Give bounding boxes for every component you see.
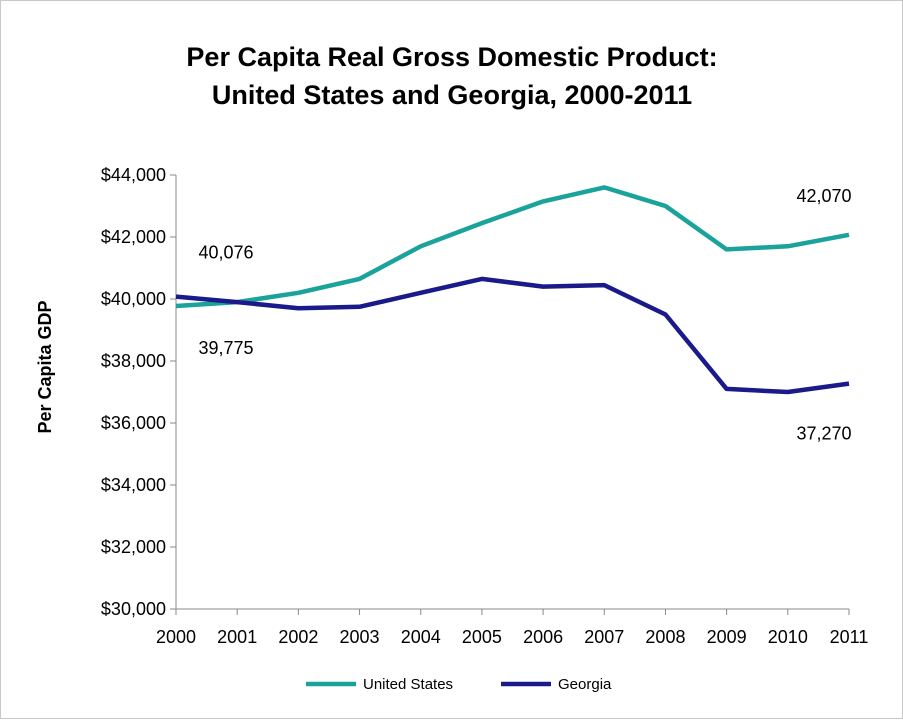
- x-tick-label: 2001: [217, 627, 257, 647]
- y-tick-label: $32,000: [101, 537, 166, 557]
- y-tick-label: $38,000: [101, 351, 166, 371]
- x-tick-label: 2010: [768, 627, 808, 647]
- plot-area: $30,000 $32,000 $34,000 $36,000 $38,000 $40,0…: [101, 165, 868, 647]
- y-tick-label: $34,000: [101, 475, 166, 495]
- series-line-georgia: [175, 276, 850, 395]
- y-tick-label: $44,000: [101, 165, 166, 185]
- x-tick-label: 2005: [462, 627, 502, 647]
- legend: United States Georgia: [306, 676, 612, 693]
- y-tick-label: $42,000: [101, 227, 166, 247]
- legend-label-united-states: United States: [363, 676, 453, 693]
- data-label: 42,070: [796, 186, 851, 206]
- y-tick-label: $36,000: [101, 413, 166, 433]
- x-tick-label: 2002: [278, 627, 318, 647]
- x-tick-label: 2009: [707, 627, 747, 647]
- data-label: 39,775: [198, 338, 253, 358]
- x-tick-label: 2006: [523, 627, 563, 647]
- legend-label-georgia: Georgia: [558, 676, 612, 693]
- chart-subtitle: United States and Georgia, 2000-2011: [212, 80, 692, 110]
- x-tick-label: 2011: [830, 627, 869, 647]
- data-label: 37,270: [796, 424, 851, 444]
- data-label: 40,076: [198, 243, 253, 263]
- y-tick-label: $40,000: [101, 289, 166, 309]
- x-tick-label: 2008: [645, 627, 685, 647]
- y-axis-label: Per Capita GDP: [35, 300, 55, 433]
- x-tick-label: 2000: [156, 627, 196, 647]
- x-tick-label: 2004: [401, 627, 441, 647]
- series-line-united-states: [175, 185, 850, 309]
- y-tick-label: $30,000: [101, 599, 166, 619]
- x-tick-label: 2007: [584, 627, 624, 647]
- x-tick-label: 2003: [340, 627, 380, 647]
- chart-title: Per Capita Real Gross Domestic Product:: [186, 42, 717, 72]
